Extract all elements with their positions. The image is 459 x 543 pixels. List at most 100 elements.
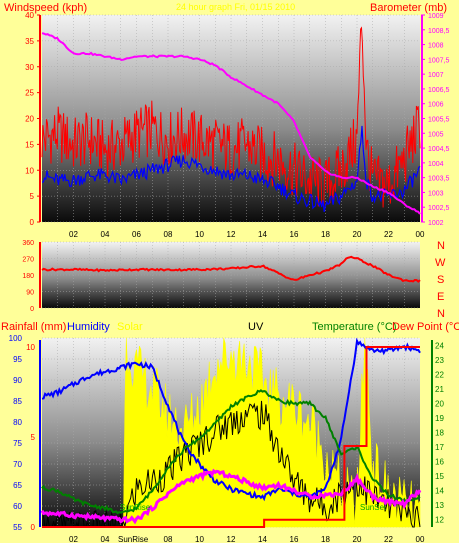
direction-tick: 0 xyxy=(30,306,34,313)
barometer-tick: 1004 xyxy=(428,161,444,168)
wind-grid xyxy=(42,14,420,223)
barometer-tick-labels: 1002 1002,5 1003 1003,5 1004 1004,5 1005 1005,5… xyxy=(421,13,450,227)
hour-tick: 08 xyxy=(164,535,173,543)
compass-w: W xyxy=(435,257,446,269)
barometer-tick: 1007,5 xyxy=(428,57,450,64)
humidity-tick: 60 xyxy=(13,502,22,511)
windspeed-tick: 10 xyxy=(25,166,34,175)
direction-tick: 90 xyxy=(26,290,34,297)
humidity-line xyxy=(41,337,421,502)
compass-n-top: N xyxy=(437,240,445,252)
temperature-tick-labels: 12 13 14 15 16 17 18 19 20 21 22 23 24 xyxy=(435,341,444,524)
barometer-tick: 1003 xyxy=(428,190,444,197)
hour-tick: 12 xyxy=(227,230,236,239)
temperature-tick: 16 xyxy=(435,458,444,467)
barometer-line xyxy=(41,32,421,215)
direction-tick-labels: 0 90 180 270 360 xyxy=(22,240,41,313)
dewpoint-line xyxy=(40,468,422,525)
humidity-tick: 95 xyxy=(13,355,22,364)
hour-tick: 20 xyxy=(353,535,362,543)
barometer-axis-label: Barometer (mb) xyxy=(370,2,447,14)
temperature-tick: 12 xyxy=(435,516,444,525)
humidity-tick: 70 xyxy=(13,460,22,469)
humidity-tick: 55 xyxy=(13,523,22,532)
hour-tick: 04 xyxy=(101,230,110,239)
temperature-tick: 13 xyxy=(435,501,444,510)
temperature-tick: 21 xyxy=(435,385,444,394)
hour-tick: 22 xyxy=(384,230,393,239)
wind-direction-series xyxy=(41,255,421,283)
hour-tick: 04 xyxy=(101,535,110,543)
solar-axis-label: Solar xyxy=(117,321,143,333)
temperature-tick: 18 xyxy=(435,429,444,438)
windspeed-tick: 5 xyxy=(30,192,35,201)
hour-tick: 10 xyxy=(195,230,204,239)
barometer-tick: 1006,5 xyxy=(428,87,450,94)
hour-tick: 18 xyxy=(321,535,330,543)
compass-n-bottom: N xyxy=(437,308,445,320)
temperature-tick: 23 xyxy=(435,356,444,365)
windspeed-tick: 15 xyxy=(25,140,34,149)
windspeed-tick: 35 xyxy=(25,37,34,46)
graph-title: 24 hour graph Fri, 01/15 2010 xyxy=(176,2,295,12)
windspeed-axis-label: Windspeed (kph) xyxy=(4,2,87,14)
barometer-tick: 1003,5 xyxy=(428,176,450,183)
average-wind-line xyxy=(41,125,421,213)
barometer-tick: 1005,5 xyxy=(428,117,450,124)
barometer-tick: 1006 xyxy=(428,102,444,109)
temperature-tick: 17 xyxy=(435,443,444,452)
hour-tick: 00 xyxy=(416,535,425,543)
barometer-tick: 1002 xyxy=(428,220,444,227)
temperature-tick: 14 xyxy=(435,487,444,496)
sunrise-marker-label: SunRise xyxy=(120,503,151,512)
sunrise-label: SunRise xyxy=(118,535,149,543)
humidity-tick: 80 xyxy=(13,418,22,427)
direction-tick: 270 xyxy=(22,257,34,264)
temperature-tick: 15 xyxy=(435,472,444,481)
temperature-tick: 20 xyxy=(435,399,444,408)
windspeed-tick: 30 xyxy=(25,63,34,72)
climate-series xyxy=(40,337,422,528)
windspeed-tick: 20 xyxy=(25,115,34,124)
hour-tick: 22 xyxy=(384,535,393,543)
temperature-tick: 24 xyxy=(435,341,444,350)
compass-s: S xyxy=(437,274,444,286)
humidity-tick: 90 xyxy=(13,376,22,385)
barometer-tick: 1005 xyxy=(428,131,444,138)
hour-tick: 02 xyxy=(69,535,78,543)
hour-tick: 20 xyxy=(353,230,362,239)
humidity-tick: 85 xyxy=(13,397,22,406)
dewpoint-axis-label: Dew Point (°C) xyxy=(392,321,459,333)
rainfall-tick: 0 xyxy=(31,523,36,532)
hour-tick: 02 xyxy=(69,230,78,239)
barometer-tick: 1009 xyxy=(428,13,444,20)
hour-tick-labels-bottom: 02 04 08 10 12 14 16 18 20 22 00 xyxy=(69,535,425,543)
direction-tick: 360 xyxy=(22,240,34,247)
barometer-tick: 1002,5 xyxy=(428,205,450,212)
hour-tick: 14 xyxy=(258,230,267,239)
temperature-axis-label: Temperature (°C) xyxy=(312,321,396,333)
humidity-tick-labels: 55 60 65 70 75 80 85 90 95 100 xyxy=(9,334,23,532)
hour-tick: 00 xyxy=(416,230,425,239)
humidity-tick: 100 xyxy=(9,334,23,343)
rainfall-tick: 10 xyxy=(26,343,35,352)
windspeed-tick: 25 xyxy=(25,89,34,98)
barometer-tick: 1008 xyxy=(428,43,444,50)
temperature-tick: 19 xyxy=(435,414,444,423)
rainfall-tick: 5 xyxy=(31,433,36,442)
sunset-marker-label: SunSet xyxy=(360,503,387,512)
humidity-tick: 65 xyxy=(13,481,22,490)
barometer-tick: 1004,5 xyxy=(428,146,450,153)
rainfall-axis-label: Rainfall (mm) xyxy=(1,321,66,333)
direction-tick: 180 xyxy=(22,273,34,280)
barometer-tick: 1008,5 xyxy=(428,28,450,35)
hour-tick: 16 xyxy=(290,230,299,239)
hour-tick: 12 xyxy=(227,535,236,543)
rainfall-tick-labels: 0 5 10 xyxy=(26,343,35,532)
wind-barometer-series xyxy=(41,26,421,215)
barometer-tick: 1007 xyxy=(428,72,444,79)
rainfall-line xyxy=(42,346,420,528)
hour-tick: 16 xyxy=(290,535,299,543)
wind-direction-line xyxy=(41,255,421,283)
temperature-tick: 22 xyxy=(435,370,444,379)
